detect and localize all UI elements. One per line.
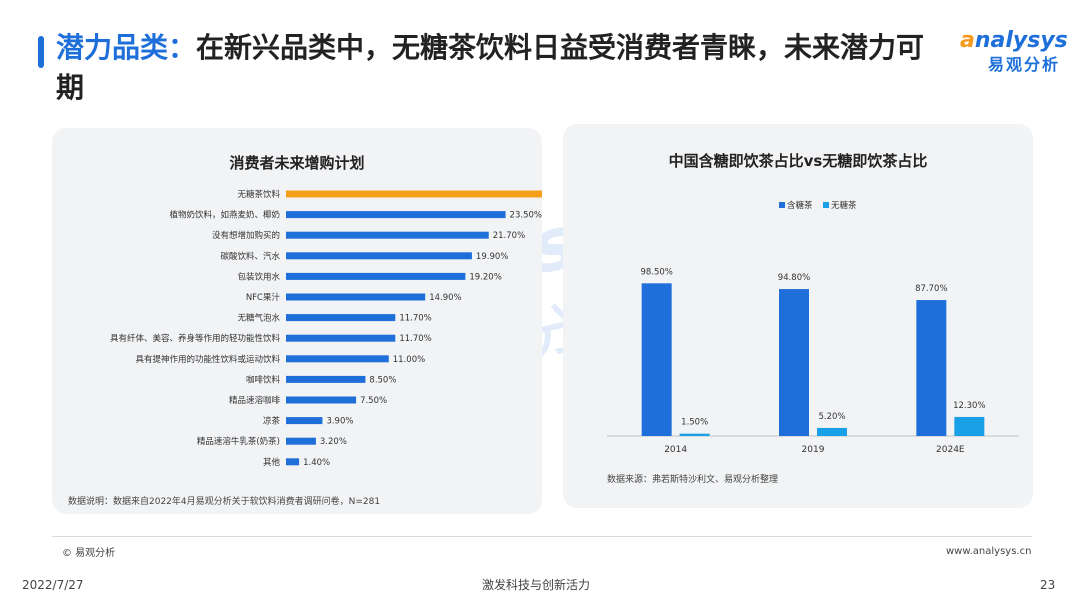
category-label: 包装饮用水 xyxy=(237,271,280,282)
page-number: 23 xyxy=(1040,578,1056,592)
chart-note: 数据说明：数据来自2022年4月易观分析关于软饮料消费者调研问卷，N=281 xyxy=(68,497,381,507)
data-label: 5.20% xyxy=(818,412,845,422)
data-label: 11.00% xyxy=(393,355,425,365)
bar xyxy=(916,300,947,436)
bar xyxy=(286,375,366,383)
bar xyxy=(286,231,489,239)
data-label: 12.30% xyxy=(953,401,985,411)
chart-title: 中国含糖即饮茶占比vs无糖即饮茶占比 xyxy=(668,152,928,170)
category-label: 凉茶 xyxy=(263,416,281,427)
chart-note: 数据来源：弗若斯特沙利文、易观分析整理 xyxy=(607,475,779,485)
title-text: 在新兴品类中，无糖茶饮料日益受消费者青睐，未来潜力可期 xyxy=(56,31,925,104)
bar xyxy=(679,433,710,436)
data-label: 19.20% xyxy=(469,272,501,282)
title-accent-bar xyxy=(38,36,44,68)
bar xyxy=(954,416,985,436)
category-label: NFC果汁 xyxy=(246,292,281,303)
data-label: 3.20% xyxy=(320,437,347,447)
page-title: 潜力品类：在新兴品类中，无糖茶饮料日益受消费者青睐，未来潜力可期 xyxy=(56,28,936,108)
footer-slogan: 激发科技与创新活力 xyxy=(482,578,591,592)
legend-label: 含糖茶 xyxy=(787,200,813,211)
data-label: 23.50% xyxy=(510,211,542,221)
bar xyxy=(286,272,466,280)
bar xyxy=(817,427,847,436)
data-label: 8.50% xyxy=(369,375,396,385)
bar xyxy=(286,314,396,322)
brand-logo-cn: 易观分析 xyxy=(987,55,1060,74)
bar xyxy=(286,437,316,445)
tea-share-chart: 含糖茶 无糖茶 98.50% 1.50% 2014 94.80% 5.20% 2019 87.7… xyxy=(607,200,1019,455)
data-label: 7.50% xyxy=(360,396,387,406)
x-tick-label: 2014 xyxy=(664,445,687,455)
bar xyxy=(286,252,472,260)
data-label: 1.40% xyxy=(303,458,330,468)
category-label: 具有纤体、美容、养身等作用的轻功能性饮料 xyxy=(110,333,281,344)
category-label: 没有想增加购买的 xyxy=(212,230,280,241)
bar xyxy=(779,289,809,436)
purchase-plan-panel: 消费者未来增购计划 无糖茶饮料27.40%植物奶饮料，如燕麦奶、椰奶23.50%… xyxy=(52,128,542,514)
bar xyxy=(286,211,506,219)
bar xyxy=(286,334,396,342)
data-label: 87.70% xyxy=(915,284,947,294)
data-label: 21.70% xyxy=(493,231,525,241)
data-label: 11.70% xyxy=(399,334,431,344)
category-label: 精品速溶牛乳茶(奶茶) xyxy=(197,436,280,447)
bar xyxy=(286,190,542,198)
x-tick-label: 2019 xyxy=(802,445,825,455)
category-label: 其他 xyxy=(263,457,281,468)
data-label: 3.90% xyxy=(326,417,353,427)
category-label: 咖啡饮料 xyxy=(246,374,281,385)
category-label: 无糖茶饮料 xyxy=(237,189,280,200)
data-label: 19.90% xyxy=(476,252,508,262)
data-label: 14.90% xyxy=(429,293,461,303)
title-highlight: 潜力品类： xyxy=(56,31,197,64)
purchase-plan-chart: 无糖茶饮料27.40%植物奶饮料，如燕麦奶、椰奶23.50%没有想增加购买的21… xyxy=(110,189,542,468)
bar xyxy=(286,458,300,466)
copyright: © 易观分析 xyxy=(62,548,116,559)
data-label: 98.50% xyxy=(640,267,672,277)
bar xyxy=(286,396,357,404)
category-label: 精品速溶咖啡 xyxy=(229,395,281,406)
data-label: 94.80% xyxy=(778,273,810,283)
category-label: 碳酸饮料、汽水 xyxy=(220,251,280,262)
brand-logo-en: analysys xyxy=(960,28,1068,53)
data-label: 11.70% xyxy=(399,314,431,324)
bar xyxy=(286,293,426,301)
category-label: 具有提神作用的功能性饮料或运动饮料 xyxy=(135,354,280,365)
tea-share-panel: 中国含糖即饮茶占比vs无糖即饮茶占比 含糖茶 无糖茶 98.50% 1.50% 2014… xyxy=(563,124,1033,508)
legend-swatch xyxy=(779,202,785,208)
chart-title: 消费者未来增购计划 xyxy=(229,154,365,172)
category-label: 无糖气泡水 xyxy=(237,313,280,324)
bar xyxy=(286,355,389,363)
legend-swatch xyxy=(823,202,829,208)
data-label: 1.50% xyxy=(681,418,708,428)
x-tick-label: 2024E xyxy=(936,445,965,455)
footer-date: 2022/7/27 xyxy=(22,578,84,592)
legend-label: 无糖茶 xyxy=(831,200,857,211)
bar xyxy=(641,283,672,436)
website: www.analysys.cn xyxy=(946,546,1032,557)
bar xyxy=(286,417,323,425)
brand-logo: analysys 易观分析 xyxy=(960,28,1068,76)
footer-divider xyxy=(52,536,1032,537)
category-label: 植物奶饮料，如燕麦奶、椰奶 xyxy=(169,210,280,221)
